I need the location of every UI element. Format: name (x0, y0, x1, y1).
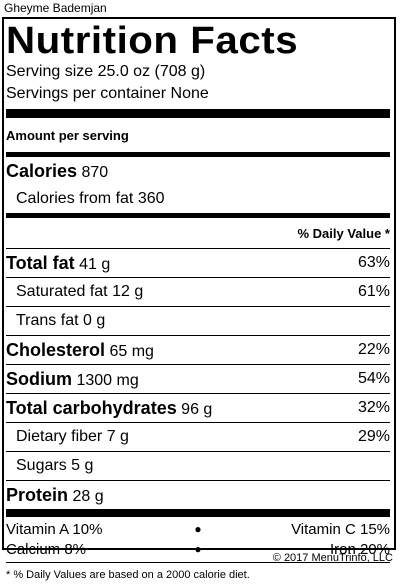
nutrient-row: Dietary fiber 7 g 29% (6, 422, 390, 451)
panel-title: Nutrition Facts (6, 20, 299, 62)
footnote: * % Daily Values are based on a 2000 cal… (6, 569, 250, 581)
calories-row: Calories 870 (6, 157, 390, 185)
nutrient-row: Trans fat 0 g (6, 306, 390, 335)
separator-dot: ● (194, 522, 202, 536)
vitamin-row: Calcium 8% ● Iron 20% (6, 539, 390, 559)
nutrient-amount: 1300 mg (76, 371, 139, 389)
nutrient-label: Protein 28 g (6, 485, 104, 506)
nutrient-row: Protein 28 g (6, 480, 390, 509)
nutrient-row: Sodium 1300 mg 54% (6, 364, 390, 393)
nutrient-label: Saturated fat 12 g (16, 283, 143, 301)
calcium: Calcium 8% (6, 540, 87, 558)
daily-value-percent: 61% (357, 283, 390, 300)
vitamin-a: Vitamin A 10% (6, 520, 103, 538)
dish-name: Gheyme Bademjan (4, 1, 107, 15)
servings-per-container: Servings per container None (6, 85, 209, 102)
calories-from-fat-row: Calories from fat 360 (6, 185, 390, 213)
nutrient-name: Trans fat (16, 312, 79, 329)
nutrient-row: Saturated fat 12 g 61% (6, 277, 390, 306)
separator-dot: ● (194, 542, 202, 556)
amount-per-serving: Amount per serving (6, 127, 129, 143)
daily-value-percent: 54% (357, 370, 390, 387)
copyright: © 2017 MenuTrinfo, LLC (272, 552, 393, 564)
nutrient-label: Total fat 41 g (6, 253, 110, 274)
nutrient-name: Total fat (6, 252, 75, 273)
iron: Iron 20% (329, 540, 390, 558)
nutrient-name: Saturated fat (16, 283, 108, 300)
nutrient-amount: 7 g (106, 428, 129, 445)
vitamin-row: Vitamin A 10% ● Vitamin C 15% (6, 519, 390, 539)
nutrient-row: Cholesterol 65 mg 22% (6, 335, 390, 364)
vitamin-c: Vitamin C 15% (291, 520, 390, 538)
calories-value: 870 (81, 163, 109, 181)
nutrient-row: Sugars 5 g (6, 451, 390, 480)
nutrient-amount: 41 g (79, 255, 111, 273)
daily-value-percent: 32% (357, 399, 390, 416)
nutrient-row: Total fat 41 g 63% (6, 249, 390, 277)
serving-size: Serving size 25.0 oz (708 g) (6, 63, 206, 80)
nutrient-label: Dietary fiber 7 g (16, 428, 129, 446)
nutrition-facts-panel: Nutrition Facts Serving size 25.0 oz (70… (2, 17, 396, 581)
nutrient-amount: 0 g (83, 312, 106, 329)
nutrient-amount: 5 g (71, 457, 94, 474)
nutrient-row: Total carbohydrates 96 g 32% (6, 393, 390, 422)
nutrient-name: Protein (6, 484, 69, 505)
calories-from-fat: Calories from fat 360 (16, 190, 165, 207)
nutrient-amount: 12 g (112, 283, 144, 300)
daily-value-header: % Daily Value * (297, 225, 391, 241)
daily-value-percent: 29% (357, 428, 390, 445)
daily-value-percent: 63% (357, 254, 390, 271)
nutrient-name: Dietary fiber (16, 428, 103, 445)
calories-label: Calories (6, 160, 78, 181)
nutrient-label: Trans fat 0 g (16, 312, 105, 330)
daily-value-percent: 22% (357, 341, 390, 358)
nutrient-amount: 65 mg (109, 342, 154, 360)
nutrient-name: Total carbohydrates (6, 397, 177, 418)
nutrient-name: Sodium (6, 368, 72, 389)
nutrient-list: Total fat 41 g 63% Saturated fat 12 g 61% Tr… (6, 249, 390, 509)
nutrient-name: Cholesterol (6, 339, 106, 360)
nutrient-label: Total carbohydrates 96 g (6, 398, 212, 419)
nutrient-amount: 28 g (72, 487, 104, 505)
nutrient-label: Sodium 1300 mg (6, 369, 139, 390)
nutrient-label: Cholesterol 65 mg (6, 340, 154, 361)
nutrient-label: Sugars 5 g (16, 457, 93, 475)
nutrient-amount: 96 g (181, 400, 213, 418)
nutrient-name: Sugars (16, 457, 67, 474)
